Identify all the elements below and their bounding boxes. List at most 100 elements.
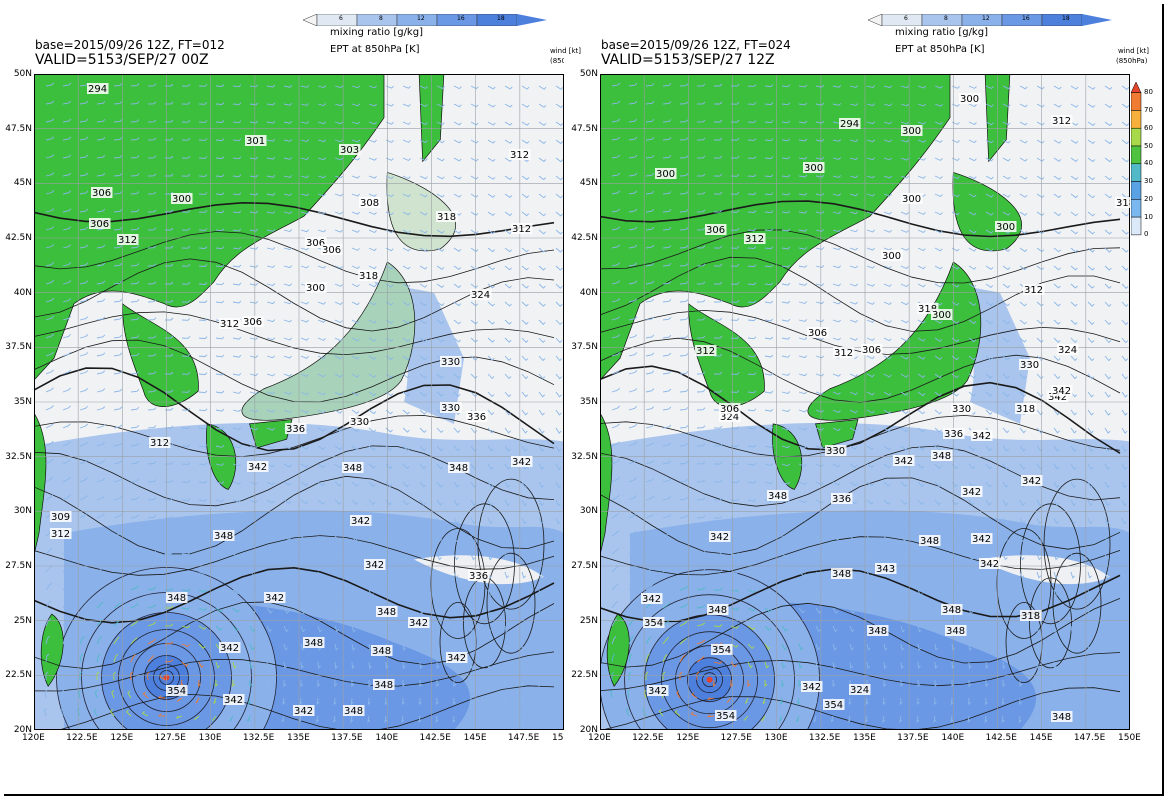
ept-contour: [1020, 503, 1081, 625]
contour-label: 300: [902, 194, 921, 205]
colorbar-left: 6 8 12 16 18: [302, 11, 547, 30]
land-shikoku: [249, 419, 293, 449]
contour-label: 336: [286, 424, 305, 435]
lon-label: 145E: [1029, 733, 1053, 743]
contour-label: 300: [172, 194, 191, 205]
colorbar-left-tick-2: 12: [417, 15, 425, 22]
contour-label-bg: [825, 445, 847, 456]
lon-label: 132.5E: [242, 733, 275, 743]
contour-label-bg: [1051, 385, 1073, 396]
contour-label-bg: [744, 233, 766, 244]
contour-label: 324: [1058, 345, 1077, 356]
contour-label-bg: [305, 282, 327, 293]
land-eurasia: [600, 74, 951, 381]
contour-label-bg: [995, 221, 1017, 232]
contour-label-bg: [349, 416, 371, 427]
contour-label-bg: [219, 642, 241, 653]
lat-label: 42.5N: [5, 233, 32, 243]
lon-label: 147.5E: [1073, 733, 1106, 743]
contour-label-bg: [511, 223, 533, 234]
contour-label-bg: [440, 356, 462, 367]
right-map[interactable]: 3002943003123003003003063123003003183123…: [600, 74, 1130, 730]
contour-label-bg: [971, 533, 993, 544]
contour-label: 342: [710, 532, 729, 543]
contour-label: 306: [322, 245, 341, 256]
right-valid-text: VALID=5153/SEP/27 12Z: [601, 52, 775, 68]
contour-label: 342: [980, 559, 999, 570]
contour-label: 294: [840, 119, 859, 130]
contour-label-bg: [719, 411, 741, 422]
wind-legend-tick: 10: [1144, 212, 1153, 221]
lon-label: 125E: [110, 733, 134, 743]
contour-label: 306: [720, 404, 739, 415]
map-border: [600, 74, 1130, 730]
colorbar-left-bar: [302, 13, 547, 27]
contour-label: 306: [862, 345, 881, 356]
outer-frame: [4, 4, 1164, 796]
wind-legend-tick: 80: [1144, 88, 1153, 97]
lat-label: 50N: [13, 69, 32, 79]
contour-label-bg: [979, 558, 1001, 569]
contour-label-bg: [707, 604, 729, 615]
contour-label-bg: [293, 705, 315, 716]
contour-label: 354: [712, 645, 731, 656]
lon-label: 145E: [463, 733, 487, 743]
lat-label: 40N: [579, 287, 598, 298]
contour-label: 318: [1016, 404, 1035, 415]
contour-label-bg: [803, 162, 825, 173]
contour-label: 306: [808, 328, 827, 339]
contour-label: 342: [409, 618, 428, 629]
contour-label-bg: [839, 118, 861, 129]
contour-label: 342: [512, 457, 531, 468]
contour-label-bg: [711, 644, 733, 655]
contour-label-bg: [1051, 711, 1073, 722]
contour-label-bg: [715, 710, 737, 721]
contour-label: 348: [832, 569, 851, 580]
contour-label: 301: [246, 136, 265, 147]
contour-label-bg: [867, 625, 889, 636]
lat-label: 32.5N: [571, 451, 598, 462]
lon-label: 125E: [676, 733, 700, 743]
ept-contour: [1052, 552, 1102, 654]
contour-label-bg: [436, 211, 458, 222]
contour-label-bg: [831, 493, 853, 504]
contour-label: 336: [944, 429, 963, 440]
lat-label: 45N: [579, 178, 598, 189]
contour-label-bg: [959, 93, 981, 104]
land-eurasia: [34, 74, 385, 381]
left-map[interactable]: 294 301 303 306 300 306 312 306 308 312 318 312 306 3…: [34, 74, 564, 730]
contour-label-bg: [364, 559, 386, 570]
contour-label: 336: [467, 412, 486, 423]
lat-label: 22.5N: [571, 670, 598, 681]
lat-label: 47.5N: [571, 123, 598, 134]
land-taiwan: [40, 613, 64, 687]
lat-label: 42.5N: [571, 233, 598, 243]
lon-label: 140E: [941, 733, 965, 743]
contour-label-bg: [801, 681, 823, 692]
contour-label-bg: [321, 244, 343, 255]
contour-label-bg: [247, 461, 269, 472]
contour-label-bg: [919, 535, 941, 546]
lat-label: 27.5N: [5, 561, 32, 571]
contour-label-bg: [371, 645, 393, 656]
left-wind-label: wind [kt]: [550, 47, 582, 55]
contour-label-bg: [767, 490, 789, 501]
contour-label: 342: [365, 560, 384, 571]
lat-label: 50N: [579, 69, 598, 79]
contour-label: 342: [972, 534, 991, 545]
contour-label: 354: [644, 618, 663, 629]
contour-label: 324: [471, 290, 490, 301]
contour-label-bg: [807, 327, 829, 338]
colorbar-right-bar: [867, 13, 1112, 27]
land-china-coast: [34, 412, 47, 556]
contour-label: 294: [88, 84, 107, 95]
lon-label: 120E: [588, 733, 611, 743]
contour-label-bg: [833, 347, 855, 358]
contour-label-bg: [1020, 610, 1042, 621]
colorbar-right-tick-0: 6: [904, 15, 908, 22]
contour-label-bg: [376, 606, 398, 617]
colorbar-right-tick-1: 8: [944, 15, 948, 22]
contour-label-bg: [917, 303, 939, 314]
lat-label: 30N: [13, 506, 32, 517]
contour-label: 306: [243, 317, 262, 328]
